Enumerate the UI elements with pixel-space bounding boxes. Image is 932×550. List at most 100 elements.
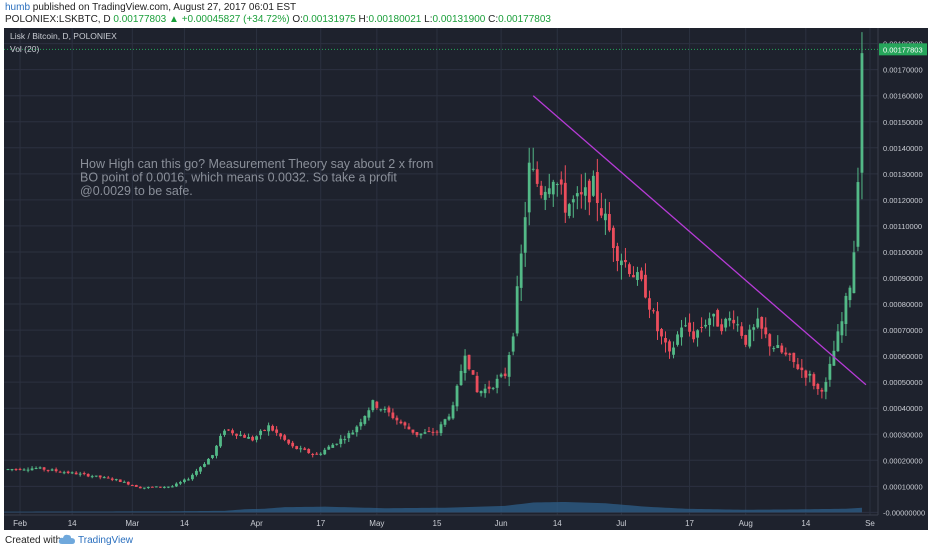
candle-body [118, 479, 122, 483]
x-axis-tick-label: 14 [553, 519, 562, 528]
candle-body [90, 476, 94, 478]
y-axis-tick-label: 0.00160000 [883, 92, 923, 101]
candle-body [130, 484, 134, 486]
candle-body [656, 311, 659, 332]
y-axis-tick-label: 0.00130000 [883, 170, 923, 179]
candle-body [463, 355, 467, 374]
ohlc-low-value: 0.00131900 [432, 14, 486, 25]
candle-body [660, 329, 663, 337]
candle-body [796, 364, 800, 370]
candle-body [599, 208, 603, 216]
candle-body [367, 410, 371, 418]
candle-body [800, 367, 804, 371]
candle-body [760, 316, 764, 329]
candle-body [628, 264, 631, 275]
candle-body [134, 485, 138, 487]
annotation-text-line: How High can this go? Measurement Theory… [80, 157, 433, 171]
y-axis-tick-label: 0.00170000 [883, 66, 923, 75]
candle-body [138, 486, 142, 489]
candle-body [203, 463, 206, 467]
candle-body [114, 479, 118, 481]
y-axis-tick-label: 0.00120000 [883, 196, 923, 205]
candle-body [423, 432, 427, 434]
tradingview-brand-link[interactable]: TradingView [78, 535, 134, 546]
y-axis-tick-label: 0.00030000 [883, 430, 923, 439]
candle-body [351, 432, 355, 435]
publish-info: humb published on TradingView.com, Augus… [5, 2, 296, 13]
candle-body [154, 486, 158, 488]
candle-body [499, 374, 503, 377]
candle-body [479, 391, 483, 394]
y-axis-tick-label: 0.00070000 [883, 326, 923, 335]
candle-body [98, 475, 102, 478]
candle-body [712, 313, 716, 317]
candle-body [804, 370, 808, 378]
candle-body [62, 472, 66, 474]
candle-body [832, 350, 836, 366]
candle-body [54, 469, 58, 472]
candle-body [792, 352, 796, 363]
chart-area[interactable]: 0.001800000.001700000.001600000.00150000… [4, 28, 928, 530]
x-axis-tick-label: Feb [13, 519, 27, 528]
candle-body [776, 345, 780, 349]
ohlc-close-value: 0.00177803 [498, 14, 551, 25]
last-price-tag: 0.00177803 [883, 45, 923, 54]
y-axis-tick-label: 0.00080000 [883, 300, 923, 309]
candle-body [407, 426, 411, 430]
footer: Created with TradingView [0, 530, 932, 550]
candle-body [355, 426, 359, 433]
candle-body [142, 487, 146, 489]
candle-body [223, 430, 226, 435]
x-axis-tick-label: 14 [801, 519, 810, 528]
candle-body [716, 310, 720, 327]
x-axis-tick-label: Aug [739, 519, 753, 528]
candle-body [391, 412, 395, 419]
candle-body [447, 416, 451, 420]
candle-body [38, 467, 42, 469]
ohlc-close-label: C: [488, 14, 499, 25]
candle-body [307, 449, 311, 454]
author-link[interactable]: humb [5, 2, 31, 13]
candle-body [547, 188, 551, 195]
candle-body [403, 422, 407, 426]
candle-body [696, 330, 699, 338]
candle-body [824, 381, 828, 392]
y-axis-tick-label: 0.00090000 [883, 274, 923, 283]
x-axis-tick-label: Jul [616, 519, 626, 528]
candle-body [343, 439, 347, 441]
candlestick-chart[interactable]: 0.001800000.001700000.001600000.00150000… [4, 28, 928, 530]
candle-body [519, 253, 523, 288]
candle-body [720, 324, 724, 332]
candle-body [692, 331, 695, 340]
candle-body [515, 286, 519, 334]
x-axis-tick-label: 17 [316, 519, 325, 528]
candle-body [383, 408, 387, 410]
candle-body [724, 318, 728, 328]
candle-body [772, 348, 776, 350]
candle-body [732, 319, 736, 324]
candle-body [14, 468, 18, 470]
candle-body [243, 435, 246, 438]
candle-body [411, 429, 415, 433]
candle-body [491, 387, 495, 389]
y-axis-tick-label: 0.00150000 [883, 118, 923, 127]
candle-body [620, 260, 623, 266]
annotation-text-line: BO point of 0.0016, which means 0.0032. … [80, 171, 397, 185]
candle-body [58, 471, 62, 473]
candle-body [183, 479, 186, 483]
candle-body [379, 409, 383, 411]
candle-body [555, 184, 559, 186]
candle-body [587, 180, 591, 203]
trendline [532, 95, 867, 386]
candle-body [756, 318, 760, 328]
candle-body [255, 436, 258, 440]
candle-body [595, 172, 599, 204]
candle-body [455, 385, 459, 407]
candle-body [652, 310, 655, 312]
candle-body [764, 327, 768, 335]
y-axis-tick-label: -0.00000000 [883, 508, 925, 517]
candle-body [78, 473, 82, 475]
candle-body [46, 469, 50, 471]
candle-body [419, 433, 423, 436]
x-axis-tick-label: Apr [250, 519, 263, 528]
